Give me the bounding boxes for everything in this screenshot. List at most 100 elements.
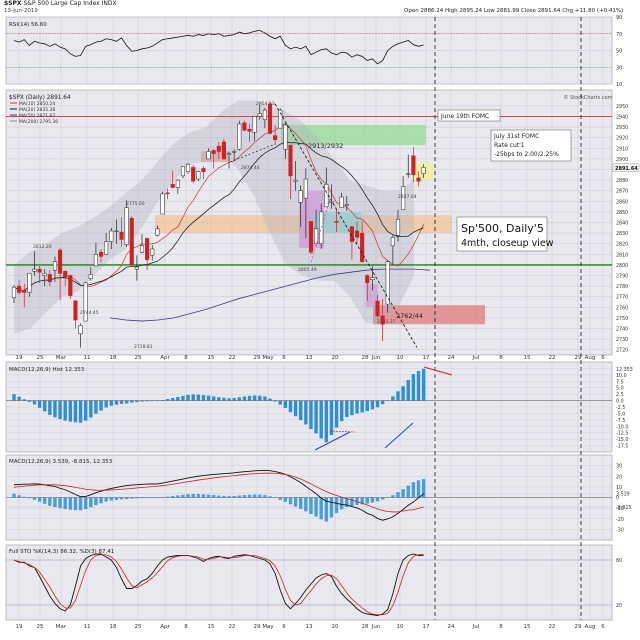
- low-value: 2881.99: [496, 8, 520, 14]
- hist-tick-label: 0.0: [616, 399, 624, 405]
- candle-body: [155, 228, 160, 236]
- macd-hist-bar: [114, 497, 119, 500]
- price-tick-label: 2800: [616, 263, 628, 269]
- candle-body: [319, 211, 324, 244]
- candle-body: [145, 238, 150, 260]
- hist-bar: [365, 400, 369, 412]
- fomc-july-box: [490, 129, 572, 162]
- macd-hist-bar: [201, 494, 206, 498]
- rsi-tick-label: 10: [616, 82, 622, 88]
- candle-body: [109, 230, 114, 242]
- candle-body: [303, 178, 308, 199]
- macd-hist-bar: [119, 497, 124, 500]
- hist-bar: [17, 396, 21, 401]
- x-tick-label-bottom: Jun: [371, 624, 381, 630]
- price-tick-label: 2770: [616, 295, 628, 301]
- macd-hist-bar: [206, 494, 211, 498]
- hist-bar: [68, 400, 73, 422]
- price-tick-label: 2910: [616, 146, 628, 152]
- sto-tick-label: 80: [616, 558, 622, 564]
- rsi-tick-label: 90: [616, 15, 622, 21]
- macd-tick-label: -20: [616, 517, 624, 523]
- candle-body: [390, 237, 395, 247]
- candle-body: [17, 285, 22, 293]
- candle-body: [267, 103, 273, 134]
- x-tick-label-bottom: 18: [110, 624, 117, 630]
- hist-bar: [334, 400, 339, 428]
- macd-hist-bar: [350, 497, 354, 506]
- chart-header-title: $SPX S&P 500 Large Cap Index INDX: [4, 0, 117, 7]
- sto-title: Full STO %K(14,3) 86.32, %D(3) 87.41: [9, 549, 114, 555]
- macd-hist-bar: [104, 497, 108, 502]
- close-value: 2891.64: [537, 8, 561, 14]
- hist-bar: [386, 400, 390, 402]
- candle-body: [221, 141, 226, 160]
- price-tick-label: 2950: [616, 104, 628, 110]
- hist-bar: [360, 400, 364, 413]
- macd-hist-bar: [283, 497, 288, 502]
- x-tick-label-bottom: 22: [229, 624, 236, 630]
- candle-body: [104, 241, 109, 255]
- hist-bar: [83, 400, 88, 421]
- x-tick-label: 15: [208, 355, 215, 361]
- candle-body: [78, 325, 83, 335]
- price-tick-label: 2790: [616, 274, 628, 280]
- x-tick-label: 22: [229, 355, 236, 361]
- hist-bar: [165, 399, 170, 401]
- hist-bar: [304, 400, 308, 425]
- hist-divergence-2: [384, 422, 414, 449]
- candle-body: [83, 282, 88, 322]
- x-tick-label-bottom: Jul: [472, 624, 480, 630]
- x-tick-label-bottom: 25: [37, 624, 44, 630]
- main-note-line1: Sp'500, Daily'5: [461, 222, 544, 235]
- hist-bar: [350, 400, 354, 416]
- main-note-line2: 4mth, closeup view: [461, 238, 554, 249]
- macd-hist-bar: [391, 495, 395, 498]
- x-tick-label-bottom: 17: [423, 624, 430, 630]
- ma20-line: [13, 141, 424, 292]
- hist-bar: [242, 396, 247, 401]
- hist-bar: [309, 400, 313, 430]
- hist-bar: [206, 395, 211, 401]
- x-tick-label-bottom: 29: [575, 624, 582, 630]
- main-note-box: [456, 216, 548, 252]
- apr-zone: [201, 151, 229, 163]
- macd-hist-bar: [411, 482, 416, 498]
- hist-bar: [293, 400, 298, 417]
- hist-bar: [375, 400, 380, 408]
- hist-bar: [247, 395, 252, 401]
- x-tick-label: Mar: [56, 355, 67, 361]
- candle-body: [395, 219, 401, 236]
- bollinger-band: [14, 100, 414, 334]
- macd-hist-bar: [27, 497, 32, 499]
- x-tick-label-bottom: May: [262, 624, 274, 630]
- candle-body: [416, 177, 421, 182]
- x-tick-label: 18: [110, 355, 117, 361]
- candle-body: [160, 193, 165, 215]
- candle-body: [47, 274, 52, 283]
- candle-body: [257, 113, 262, 117]
- x-tick-label-bottom: 20: [332, 624, 339, 630]
- hist-bar: [232, 398, 236, 401]
- price-level-label: 2775.00: [126, 201, 145, 207]
- rsi-tick-label: 50: [616, 49, 622, 55]
- fomc-june-box: [437, 109, 501, 122]
- hist-bar: [314, 400, 318, 434]
- hist-bar: [22, 399, 26, 401]
- price-tick-label: 2860: [616, 199, 628, 205]
- macd-hist-bar: [314, 497, 318, 517]
- macd-hist-bar: [375, 497, 380, 502]
- hist-bar: [201, 395, 206, 401]
- x-tick-label-bottom: Aug: [585, 624, 596, 630]
- hist-bar: [421, 368, 426, 401]
- hist-bar: [391, 396, 395, 401]
- x-tick-label-bottom: 15: [208, 624, 215, 630]
- candle-body: [293, 179, 298, 182]
- fomc-july-line2: Rate cut'1: [494, 142, 525, 149]
- candle-body: [349, 226, 354, 242]
- x-tick-label-bottom: 11: [84, 624, 91, 630]
- hist-bar: [12, 394, 16, 401]
- falling-trendline: [274, 103, 418, 348]
- price-tick-label: 2720: [616, 348, 628, 354]
